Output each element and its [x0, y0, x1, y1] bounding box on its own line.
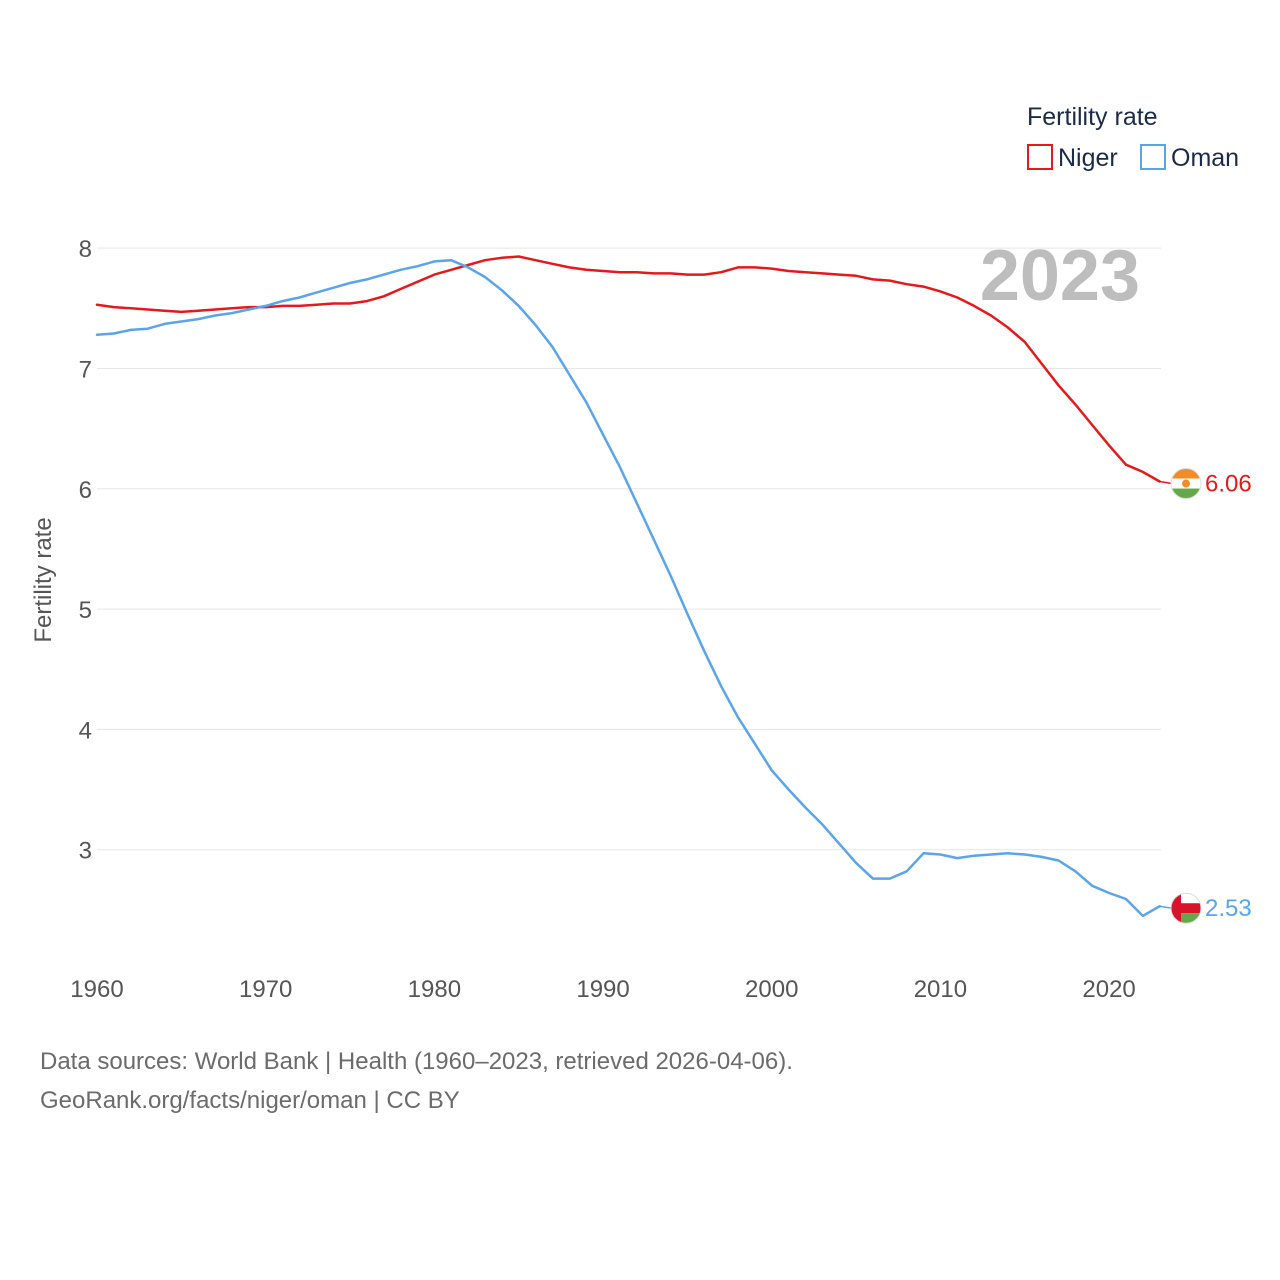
series-line-niger: [95, 255, 1161, 483]
connector-oman: [1159, 905, 1173, 909]
oman-flag-icon: [1170, 892, 1202, 924]
y-tick-label-4: 4: [79, 717, 92, 744]
year-watermark: 2023: [980, 236, 1140, 316]
y-tick-label-7: 7: [79, 356, 92, 383]
niger-flag-icon: [1170, 468, 1202, 500]
series-line-oman: [95, 258, 1161, 918]
x-tick-label-2000: 2000: [745, 976, 798, 1003]
legend-swatch-oman: [1140, 144, 1166, 170]
attribution-link[interactable]: GeoRank.org/facts/niger/oman | CC BY: [40, 1087, 460, 1114]
y-tick-label-3: 3: [79, 838, 92, 865]
source-note: Data sources: World Bank | Health (1960–…: [40, 1048, 793, 1075]
y-axis: 3 4 5 6 7 8: [79, 236, 92, 865]
x-tick-label-1970: 1970: [239, 976, 292, 1003]
legend-label-niger: Niger: [1058, 144, 1118, 172]
y-axis-title: Fertility rate: [30, 517, 57, 642]
x-tick-label-2020: 2020: [1082, 976, 1135, 1003]
x-tick-label-2010: 2010: [914, 976, 967, 1003]
y-tick-label-8: 8: [79, 236, 92, 263]
series-lines: [95, 255, 1161, 918]
end-value-label-oman: 2.53: [1205, 895, 1252, 922]
connector-niger: [1159, 480, 1173, 485]
end-markers: 6.06 2.53: [1159, 468, 1252, 924]
legend-item-niger[interactable]: Niger: [1027, 144, 1118, 172]
legend-title: Fertility rate: [1027, 103, 1158, 131]
legend-item-oman[interactable]: Oman: [1140, 144, 1239, 172]
x-tick-label-1960: 1960: [70, 976, 123, 1003]
legend: Fertility rate Niger Oman: [1027, 103, 1239, 172]
x-axis: 1960 1970 1980 1990 2000 2010 2020: [70, 976, 1135, 1003]
end-value-label-niger: 6.06: [1205, 471, 1252, 498]
footer: Data sources: World Bank | Health (1960–…: [40, 1042, 793, 1120]
line-chart: 3 4 5 6 7 8 1960 1970 1980 1990 2000 2010 2020 2023…: [30, 103, 1252, 1003]
legend-swatch-niger: [1027, 144, 1053, 170]
x-tick-label-1990: 1990: [576, 976, 629, 1003]
gridlines: [97, 247, 1161, 851]
x-tick-label-1980: 1980: [408, 976, 461, 1003]
legend-label-oman: Oman: [1171, 144, 1239, 172]
y-tick-label-5: 5: [79, 597, 92, 624]
y-tick-label-6: 6: [79, 477, 92, 504]
